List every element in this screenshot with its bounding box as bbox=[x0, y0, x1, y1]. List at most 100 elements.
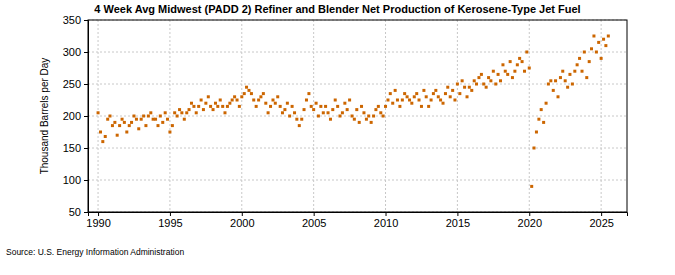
data-point bbox=[583, 51, 586, 54]
data-point bbox=[453, 99, 456, 102]
data-point bbox=[485, 86, 488, 89]
data-point bbox=[336, 105, 339, 108]
data-point bbox=[307, 92, 310, 95]
data-point bbox=[600, 57, 603, 60]
data-point bbox=[398, 105, 401, 108]
data-point bbox=[434, 89, 437, 92]
x-tick-mark bbox=[314, 212, 315, 216]
data-point bbox=[384, 105, 387, 108]
data-point bbox=[533, 147, 536, 150]
y-tick: 50 bbox=[69, 206, 88, 218]
data-point bbox=[135, 118, 138, 121]
source-note: Source: U.S. Energy Information Administ… bbox=[6, 247, 184, 257]
data-point bbox=[156, 124, 159, 127]
y-tick-mark bbox=[84, 52, 88, 53]
data-point bbox=[116, 134, 119, 137]
data-point bbox=[588, 60, 591, 63]
data-point bbox=[317, 115, 320, 118]
data-point bbox=[324, 105, 327, 108]
data-point bbox=[269, 105, 272, 108]
data-point bbox=[554, 79, 557, 82]
x-tick-mark bbox=[170, 212, 171, 216]
data-point bbox=[451, 89, 454, 92]
data-point bbox=[468, 86, 471, 89]
x-tick-mark bbox=[457, 212, 458, 216]
data-point bbox=[573, 70, 576, 73]
data-point bbox=[425, 95, 428, 98]
y-tick: 250 bbox=[63, 78, 88, 90]
data-point bbox=[470, 89, 473, 92]
data-point bbox=[281, 111, 284, 114]
data-point bbox=[250, 92, 253, 95]
data-point bbox=[540, 108, 543, 111]
data-point bbox=[240, 95, 243, 98]
data-point bbox=[209, 105, 212, 108]
data-point bbox=[231, 99, 234, 102]
y-tick-mark bbox=[84, 148, 88, 149]
data-point bbox=[480, 73, 483, 76]
data-point bbox=[449, 95, 452, 98]
y-tick-label: 250 bbox=[63, 78, 81, 90]
data-point bbox=[111, 124, 114, 127]
x-grid-line bbox=[313, 20, 314, 212]
data-point bbox=[401, 99, 404, 102]
data-point bbox=[367, 115, 370, 118]
data-point bbox=[247, 89, 250, 92]
data-point bbox=[178, 108, 181, 111]
data-point bbox=[389, 92, 392, 95]
y-tick: 150 bbox=[63, 142, 88, 154]
data-point bbox=[288, 115, 291, 118]
data-point bbox=[595, 51, 598, 54]
data-point bbox=[427, 105, 430, 108]
data-point bbox=[408, 99, 411, 102]
x-tick: 2020 bbox=[518, 212, 542, 229]
y-tick-mark bbox=[84, 212, 88, 213]
data-point bbox=[223, 111, 226, 114]
y-grid-line bbox=[88, 180, 627, 181]
data-point bbox=[171, 124, 174, 127]
data-point bbox=[108, 115, 111, 118]
data-point bbox=[214, 102, 217, 105]
y-tick: 100 bbox=[63, 174, 88, 186]
data-point bbox=[137, 127, 140, 130]
data-point bbox=[492, 70, 495, 73]
data-point bbox=[535, 131, 538, 134]
y-grid-line bbox=[88, 116, 627, 117]
x-tick-mark bbox=[601, 212, 602, 216]
y-tick-mark bbox=[84, 116, 88, 117]
x-grid-line bbox=[385, 20, 386, 212]
x-tick: 2015 bbox=[446, 212, 470, 229]
data-point bbox=[257, 99, 260, 102]
data-point bbox=[458, 92, 461, 95]
data-point bbox=[377, 105, 380, 108]
y-grid-line bbox=[88, 148, 627, 149]
data-point bbox=[444, 92, 447, 95]
y-tick-label: 100 bbox=[63, 174, 81, 186]
x-tick-mark bbox=[529, 212, 530, 216]
y-tick-mark bbox=[84, 20, 88, 21]
x-axis-line bbox=[89, 213, 628, 217]
data-point bbox=[353, 118, 356, 121]
x-tick-mark bbox=[242, 212, 243, 216]
y-tick-mark bbox=[84, 180, 88, 181]
x-tick-label: 1990 bbox=[86, 217, 110, 229]
data-point bbox=[406, 95, 409, 98]
data-point bbox=[413, 95, 416, 98]
data-point bbox=[473, 79, 476, 82]
y-tick-label: 350 bbox=[63, 14, 81, 26]
data-point bbox=[537, 118, 540, 121]
data-point bbox=[456, 83, 459, 86]
data-point bbox=[415, 92, 418, 95]
data-point bbox=[341, 111, 344, 114]
data-point bbox=[121, 118, 124, 121]
data-point bbox=[576, 63, 579, 66]
data-point bbox=[549, 79, 552, 82]
data-point bbox=[271, 99, 274, 102]
data-point bbox=[197, 105, 200, 108]
data-point bbox=[168, 131, 171, 134]
data-point bbox=[604, 44, 607, 47]
data-point bbox=[362, 111, 365, 114]
chart-root: 4 Week Avg Midwest (PADD 2) Refiner and … bbox=[0, 0, 675, 275]
data-point bbox=[216, 105, 219, 108]
data-point bbox=[523, 70, 526, 73]
